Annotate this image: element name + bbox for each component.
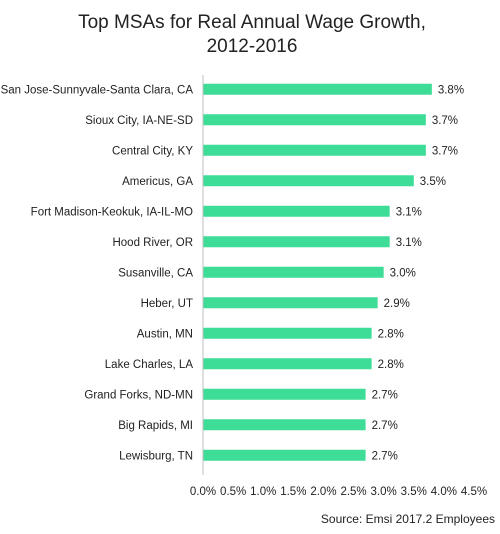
bar <box>203 419 366 431</box>
x-tick-label: 4.5% <box>461 486 487 498</box>
x-tick-label: 0.0% <box>190 486 216 498</box>
category-label: Lake Charles, LA <box>105 359 194 371</box>
bar <box>203 175 414 187</box>
value-label: 3.5% <box>420 176 446 188</box>
bar <box>203 205 390 217</box>
bars-layer: San Jose-Sunnyvale-Santa Clara, CA 3.8% Si… <box>1 83 464 462</box>
x-tick-label: 1.5% <box>280 486 306 498</box>
category-label: Fort Madison-Keokuk, IA-IL-MO <box>31 206 193 218</box>
bar <box>203 83 432 95</box>
x-tick-label: 2.0% <box>310 486 336 498</box>
value-label: 3.8% <box>438 84 464 96</box>
x-axis-ticks: 0.0% 0.5% 1.0% 1.5% 2.0% 2.5% 3.0% 3.5% 4.0% 4.5% <box>190 486 487 498</box>
x-tick-label: 3.0% <box>371 486 397 498</box>
bar <box>203 388 366 400</box>
category-label: Austin, MN <box>137 328 193 340</box>
bar <box>203 449 366 461</box>
category-label: Heber, UT <box>141 298 193 310</box>
value-label: 2.9% <box>384 298 410 310</box>
source-note: Source: Emsi 2017.2 Employees <box>321 512 495 526</box>
value-label: 3.1% <box>396 206 422 218</box>
category-label: Susanville, CA <box>118 267 193 279</box>
x-tick-label: 2.5% <box>340 486 366 498</box>
value-label: 2.7% <box>372 420 398 432</box>
category-label: Lewisburg, TN <box>119 450 193 462</box>
value-label: 2.8% <box>378 328 404 340</box>
bar <box>203 266 384 278</box>
value-label: 2.8% <box>378 359 404 371</box>
bar <box>203 114 426 126</box>
bar <box>203 327 372 339</box>
value-label: 2.7% <box>372 389 398 401</box>
category-label: San Jose-Sunnyvale-Santa Clara, CA <box>1 84 194 96</box>
chart-title: Top MSAs for Real Annual Wage Growth, <box>78 12 426 33</box>
x-tick-label: 1.0% <box>250 486 276 498</box>
category-label: Grand Forks, ND-MN <box>84 389 193 401</box>
bar <box>203 236 390 248</box>
category-label: Sioux City, IA-NE-SD <box>85 115 193 127</box>
category-label: Americus, GA <box>122 176 193 188</box>
bar <box>203 358 372 370</box>
value-label: 3.7% <box>432 145 458 157</box>
x-tick-label: 3.5% <box>401 486 427 498</box>
category-label: Central City, KY <box>112 145 193 157</box>
chart-subtitle: 2012-2016 <box>207 36 298 57</box>
value-label: 3.0% <box>390 267 416 279</box>
category-label: Hood River, OR <box>112 237 193 249</box>
x-tick-label: 4.0% <box>431 486 457 498</box>
value-label: 3.1% <box>396 237 422 249</box>
bar <box>203 297 378 309</box>
x-tick-label: 0.5% <box>220 486 246 498</box>
bar <box>203 144 426 156</box>
value-label: 3.7% <box>432 115 458 127</box>
category-label: Big Rapids, MI <box>118 420 193 432</box>
value-label: 2.7% <box>372 450 398 462</box>
